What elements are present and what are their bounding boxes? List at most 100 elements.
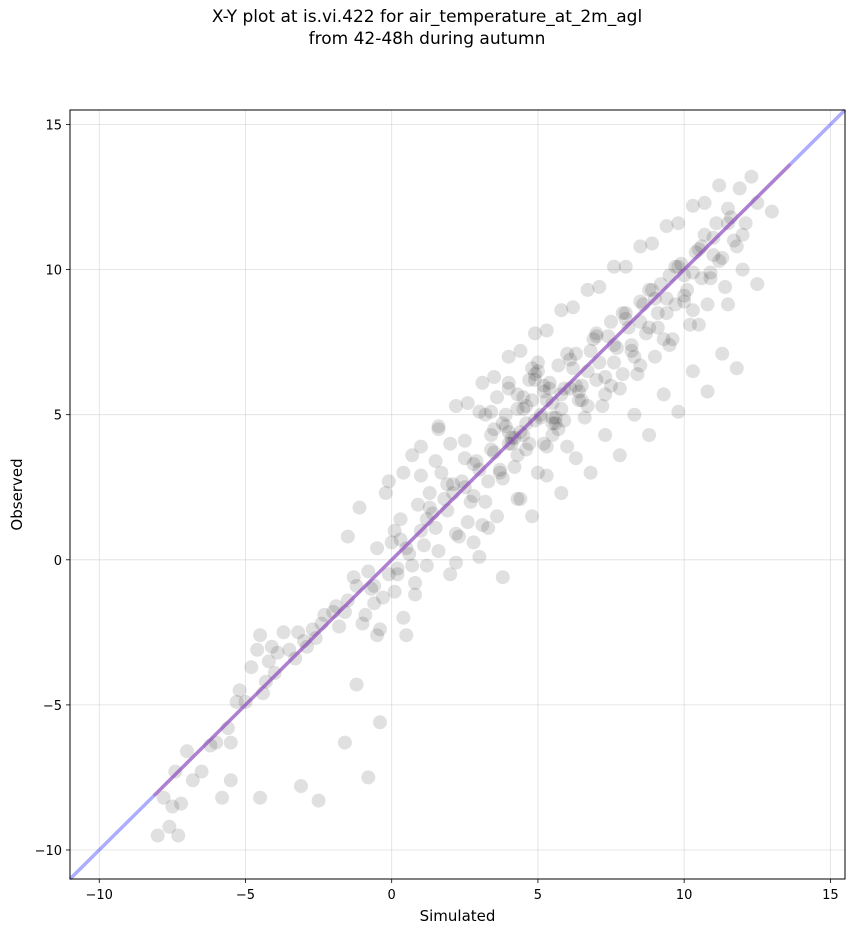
data-point bbox=[568, 451, 583, 466]
data-point bbox=[607, 355, 621, 370]
data-point bbox=[381, 567, 396, 582]
data-point bbox=[519, 442, 534, 457]
data-point bbox=[522, 436, 537, 451]
data-point bbox=[580, 282, 595, 297]
data-point bbox=[472, 462, 487, 477]
data-point bbox=[668, 297, 683, 312]
data-point bbox=[422, 500, 437, 515]
data-point bbox=[443, 436, 458, 451]
data-point bbox=[352, 500, 367, 515]
data-point bbox=[612, 448, 627, 463]
data-point bbox=[454, 474, 469, 489]
data-point bbox=[589, 372, 604, 387]
data-point bbox=[607, 259, 621, 274]
y-tick-label: −5 bbox=[43, 699, 62, 714]
data-point bbox=[668, 259, 683, 274]
data-point bbox=[510, 387, 525, 402]
data-point bbox=[405, 558, 420, 573]
data-point bbox=[589, 329, 604, 344]
data-point bbox=[203, 738, 218, 753]
data-point bbox=[484, 404, 499, 419]
data-point bbox=[633, 358, 648, 373]
data-point bbox=[373, 715, 387, 730]
data-point bbox=[440, 477, 455, 492]
data-point bbox=[495, 570, 510, 585]
data-point bbox=[229, 695, 244, 709]
data-point bbox=[624, 338, 639, 353]
y-tick-label: −10 bbox=[35, 844, 62, 859]
data-point bbox=[405, 448, 420, 463]
data-point bbox=[738, 216, 753, 231]
data-point bbox=[475, 518, 490, 532]
data-point bbox=[700, 297, 715, 312]
x-tick-label: 5 bbox=[534, 888, 542, 903]
data-point bbox=[726, 233, 741, 248]
data-point bbox=[548, 410, 563, 425]
data-point bbox=[604, 378, 618, 393]
data-point bbox=[712, 178, 727, 193]
data-point bbox=[554, 401, 569, 416]
data-point bbox=[522, 372, 537, 387]
data-point bbox=[446, 486, 461, 500]
data-point bbox=[492, 462, 507, 477]
data-point bbox=[332, 619, 347, 634]
data-point bbox=[317, 607, 332, 622]
data-point bbox=[528, 372, 542, 387]
data-point bbox=[677, 294, 692, 309]
data-point bbox=[171, 828, 186, 843]
data-point bbox=[326, 605, 341, 619]
data-point bbox=[498, 419, 513, 434]
data-point bbox=[449, 399, 463, 413]
data-point bbox=[402, 547, 417, 561]
data-point bbox=[466, 489, 481, 503]
data-point bbox=[577, 410, 592, 425]
data-point bbox=[481, 520, 496, 535]
data-point bbox=[270, 645, 285, 660]
data-point bbox=[732, 181, 747, 196]
data-point bbox=[627, 349, 642, 364]
data-point bbox=[566, 300, 580, 315]
data-point bbox=[557, 413, 572, 428]
data-point bbox=[601, 329, 616, 344]
data-point bbox=[647, 349, 662, 364]
data-point bbox=[735, 227, 750, 242]
data-point bbox=[580, 364, 595, 379]
data-point bbox=[647, 291, 662, 306]
data-point bbox=[194, 764, 209, 779]
data-point bbox=[390, 567, 405, 582]
data-point bbox=[504, 430, 519, 445]
data-point bbox=[390, 561, 405, 576]
data-point bbox=[609, 341, 624, 355]
data-point bbox=[525, 509, 540, 524]
data-point bbox=[571, 384, 586, 399]
data-point bbox=[501, 349, 516, 364]
data-point bbox=[425, 506, 440, 521]
data-point bbox=[258, 674, 273, 689]
data-point bbox=[715, 346, 730, 361]
data-point bbox=[691, 242, 706, 257]
chart-title: X-Y plot at is.vi.422 for air_temperatur… bbox=[0, 6, 854, 50]
data-point bbox=[545, 428, 560, 442]
data-point bbox=[639, 326, 654, 341]
data-point bbox=[615, 306, 630, 321]
data-point bbox=[718, 280, 733, 294]
data-point bbox=[516, 390, 531, 405]
x-tick-label: −10 bbox=[86, 888, 113, 903]
data-point bbox=[671, 259, 686, 274]
data-point bbox=[621, 320, 636, 335]
data-point bbox=[525, 361, 540, 376]
data-point bbox=[545, 416, 560, 431]
data-point bbox=[723, 210, 738, 225]
data-point bbox=[416, 538, 431, 553]
data-point bbox=[618, 311, 633, 326]
data-point bbox=[232, 683, 247, 698]
data-point bbox=[539, 323, 554, 338]
data-point bbox=[387, 584, 402, 599]
data-point bbox=[308, 631, 323, 646]
data-point bbox=[677, 268, 692, 283]
data-point bbox=[162, 819, 177, 834]
data-point bbox=[367, 596, 382, 611]
data-points bbox=[150, 169, 779, 843]
data-point bbox=[422, 486, 437, 500]
data-point bbox=[533, 407, 548, 422]
